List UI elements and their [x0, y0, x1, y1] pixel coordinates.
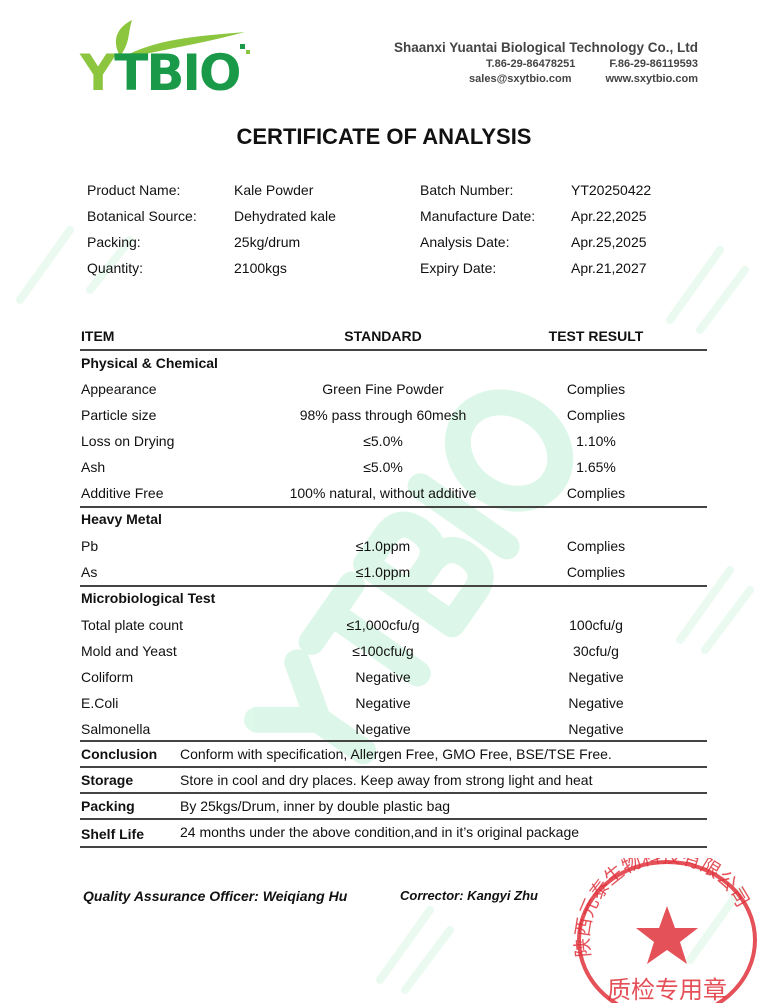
info-value: Apr.25,2025: [571, 234, 647, 250]
row-result: Negative: [568, 695, 624, 711]
row-item: Pb: [81, 538, 99, 554]
column-header: STANDARD: [344, 328, 422, 344]
divider: [80, 506, 707, 508]
section-header: Physical & Chemical: [81, 355, 218, 371]
row-result: Negative: [568, 721, 624, 737]
divider: [80, 792, 707, 794]
row-standard: 100% natural, without additive: [289, 485, 477, 501]
footer-label: Shelf Life: [81, 826, 145, 842]
row-item: Ash: [81, 459, 106, 475]
row-result: 1.10%: [576, 433, 616, 449]
row-standard: ≤1.0ppm: [355, 538, 411, 554]
row-result: Complies: [566, 407, 626, 423]
info-value: 2100kgs: [234, 260, 287, 276]
company-name: Shaanxi Yuantai Biological Technology Co…: [393, 40, 698, 55]
svg-text:质检专用章: 质检专用章: [607, 976, 727, 1003]
company-email: sales@sxytbio.com: [469, 73, 572, 85]
info-label: Batch Number:: [420, 182, 514, 198]
company-website: www.sxytbio.com: [605, 73, 698, 85]
company-logo: YTBIO: [80, 18, 255, 102]
row-standard: ≤1.0ppm: [355, 564, 411, 580]
row-item: Total plate count: [81, 617, 183, 633]
info-value: Apr.22,2025: [571, 208, 647, 224]
company-fax: F.86-29-86119593: [609, 58, 698, 70]
row-result: Complies: [566, 538, 626, 554]
info-label: Packing:: [87, 234, 141, 250]
qa-officer-signature: Quality Assurance Officer: Weiqiang Hu: [83, 888, 348, 904]
row-item: Particle size: [81, 407, 157, 423]
footer-text: Conform with specification, Allergen Fre…: [180, 746, 612, 762]
row-result: 30cfu/g: [573, 643, 619, 659]
footer-label: Conclusion: [81, 746, 158, 762]
company-seal-stamp: 陕西元泰生物科技有限公司 质检专用章: [572, 858, 757, 1003]
divider: [80, 740, 707, 742]
footer-text: By 25kgs/Drum, inner by double plastic b…: [180, 798, 451, 814]
column-header: TEST RESULT: [548, 328, 644, 344]
row-result: Negative: [568, 669, 624, 685]
company-header: Shaanxi Yuantai Biological Technology Co…: [394, 40, 698, 85]
row-standard: ≤5.0%: [363, 459, 403, 475]
row-item: Additive Free: [81, 485, 164, 501]
row-result: Complies: [566, 564, 626, 580]
info-label: Expiry Date:: [420, 260, 497, 276]
row-standard: ≤5.0%: [363, 433, 403, 449]
row-result: Complies: [566, 485, 626, 501]
info-value: Kale Powder: [234, 182, 314, 198]
footer-label: Storage: [81, 772, 134, 788]
info-label: Product Name:: [87, 182, 181, 198]
row-item: Appearance: [81, 381, 157, 397]
info-label: Analysis Date:: [420, 234, 510, 250]
row-standard: Negative: [355, 669, 411, 685]
footer-text: Store in cool and dry places. Keep away …: [180, 772, 593, 788]
column-header: ITEM: [81, 328, 115, 344]
info-label: Manufacture Date:: [420, 208, 536, 224]
section-header: Heavy Metal: [81, 511, 162, 527]
footer-label: Packing: [81, 798, 135, 814]
row-standard: Negative: [355, 695, 411, 711]
row-result: 1.65%: [576, 459, 616, 475]
company-tel: T.86-29-86478251: [486, 58, 576, 70]
divider: [80, 349, 707, 351]
row-standard: ≤1,000cfu/g: [346, 617, 420, 633]
corrector-signature: Corrector: Kangyi Zhu: [400, 888, 538, 903]
info-value: Dehydrated kale: [234, 208, 336, 224]
footer-text: 24 months under the above condition,and …: [180, 824, 580, 840]
row-standard: Negative: [355, 721, 411, 737]
document-title: CERTIFICATE OF ANALYSIS: [236, 124, 532, 149]
row-result: Complies: [566, 381, 626, 397]
info-value: Apr.21,2027: [571, 260, 647, 276]
divider: [80, 818, 707, 820]
row-standard: Green Fine Powder: [322, 381, 444, 397]
info-value: 25kg/drum: [234, 234, 301, 250]
row-item: Salmonella: [81, 721, 151, 737]
row-item: E.Coli: [81, 695, 119, 711]
row-standard: ≤100cfu/g: [352, 643, 414, 659]
divider: [80, 766, 707, 768]
divider: [80, 846, 707, 848]
divider: [80, 585, 707, 587]
row-item: As: [81, 564, 98, 580]
row-item: Loss on Drying: [81, 433, 175, 449]
info-label: Botanical Source:: [87, 208, 197, 224]
info-label: Quantity:: [87, 260, 144, 276]
row-standard: 98% pass through 60mesh: [299, 407, 467, 423]
row-item: Coliform: [81, 669, 134, 685]
row-result: 100cfu/g: [569, 617, 623, 633]
section-header: Microbiological Test: [81, 590, 216, 606]
info-value: YT20250422: [571, 182, 652, 198]
row-item: Mold and Yeast: [81, 643, 177, 659]
leaf-icon: [115, 20, 250, 58]
